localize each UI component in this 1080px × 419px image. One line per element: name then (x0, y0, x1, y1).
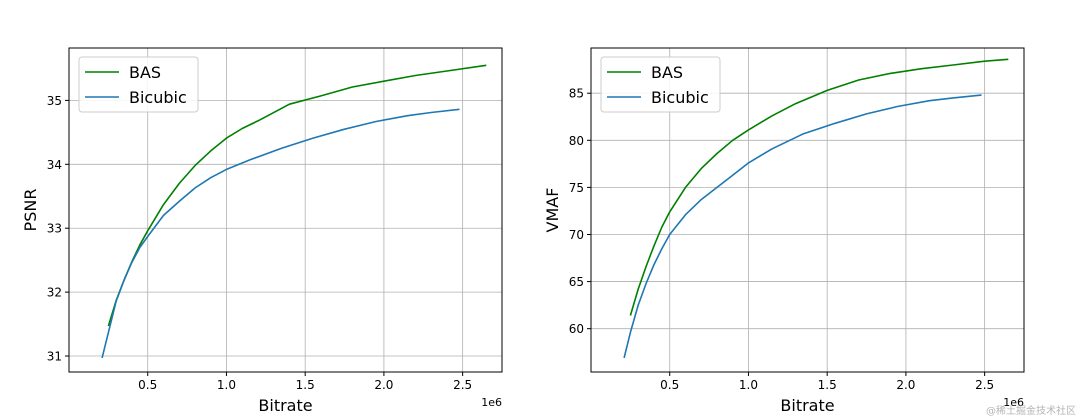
y-tick-label: 65 (569, 275, 584, 289)
y-tick-label: 80 (569, 134, 584, 148)
x-tick-label: 2.5 (975, 378, 994, 392)
y-tick-label: 60 (569, 322, 584, 336)
legend-box (600, 56, 721, 113)
y-tick-label: 34 (47, 158, 62, 172)
psnr-chart: 0.5 1.0 1.5 2.0 2.5 31 32 33 34 35 Bitrate PSNR 1e6 B… (21, 47, 503, 415)
x-tick-label: 1.0 (739, 378, 758, 392)
x-offset-label: 1e6 (1003, 396, 1024, 409)
y-tick-label: 32 (47, 286, 62, 300)
axes-frame (590, 47, 1025, 373)
legend-label-bas: BAS (129, 63, 161, 82)
x-tick-label: 2.0 (374, 378, 393, 392)
y-axis-title: PSNR (21, 189, 40, 232)
x-tick-label: 1.0 (217, 378, 236, 392)
x-axis-title: Bitrate (780, 396, 834, 415)
legend-label-bicubic: Bicubic (129, 88, 187, 107)
legend-label-bas: BAS (651, 63, 683, 82)
watermark: @稀土掘金技术社区 (986, 404, 1076, 417)
x-tick-label: 1.5 (296, 378, 315, 392)
x-tick-label: 1.5 (818, 378, 837, 392)
y-tick-label: 35 (47, 94, 62, 108)
legend-label-bicubic: Bicubic (651, 88, 709, 107)
vmaf-chart: 0.5 1.0 1.5 2.0 2.5 60 65 70 75 80 85 Bitrate VMAF 1e… (543, 47, 1025, 415)
y-tick-label: 85 (569, 87, 584, 101)
y-tick-label: 33 (47, 222, 62, 236)
y-axis-title: VMAF (543, 188, 562, 233)
x-axis-title: Bitrate (258, 396, 312, 415)
x-tick-label: 0.5 (660, 378, 679, 392)
series-line-bas (629, 58, 1009, 316)
x-offset-label: 1e6 (481, 396, 502, 409)
y-tick-label: 70 (569, 228, 584, 242)
axes-frame (68, 47, 503, 373)
x-tick-label: 2.5 (453, 378, 472, 392)
legend-box (78, 56, 199, 113)
y-tick-label: 31 (47, 350, 62, 364)
x-tick-label: 0.5 (138, 378, 157, 392)
x-tick-label: 2.0 (896, 378, 915, 392)
series-line-bicubic (101, 108, 460, 359)
series-line-bicubic (623, 94, 982, 359)
y-tick-label: 75 (569, 181, 584, 195)
